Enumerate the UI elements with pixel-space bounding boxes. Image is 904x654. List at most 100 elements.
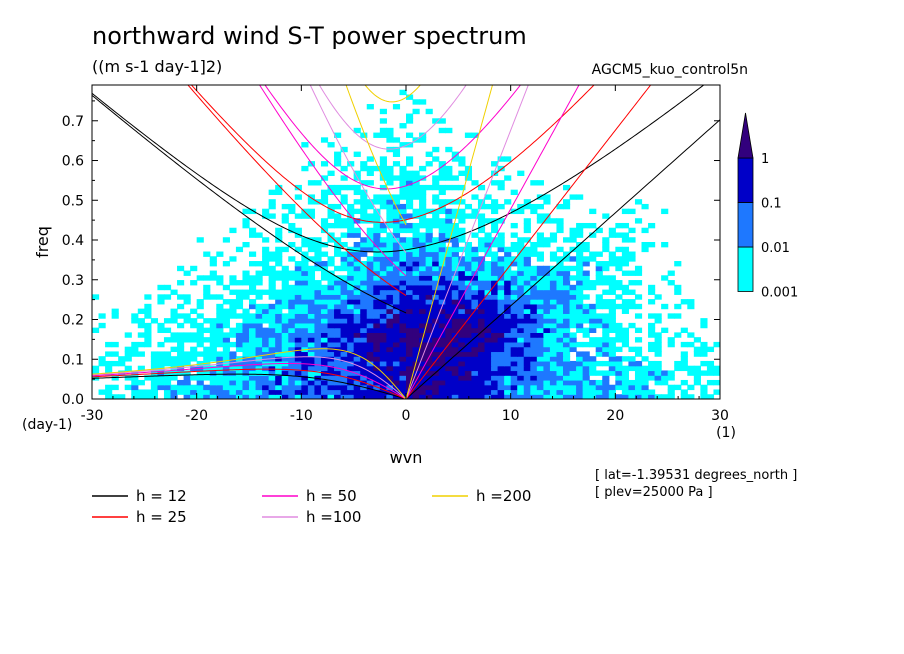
power-cell	[569, 375, 577, 381]
power-cell	[386, 341, 394, 348]
power-cell	[523, 356, 531, 362]
power-cell	[464, 256, 473, 262]
power-cell	[517, 251, 525, 257]
power-cell	[392, 351, 401, 357]
power-cell	[504, 246, 512, 253]
power-cell	[477, 375, 486, 381]
power-cell	[674, 313, 682, 319]
power-cell	[288, 275, 296, 281]
power-cell	[366, 294, 374, 300]
power-cell	[360, 261, 368, 267]
power-cell	[150, 365, 159, 372]
power-cell	[301, 270, 309, 276]
power-cell	[491, 370, 499, 376]
power-cell	[425, 303, 433, 310]
power-cell	[392, 299, 401, 305]
power-cell	[301, 327, 309, 333]
power-cell	[576, 246, 584, 253]
y-tick-label: 0.2	[62, 313, 84, 329]
power-cell	[334, 370, 342, 376]
power-cell	[170, 346, 178, 353]
power-cell	[190, 356, 198, 362]
power-cell	[406, 294, 414, 300]
power-cell	[399, 242, 407, 248]
power-cell	[340, 175, 348, 181]
power-cell	[373, 251, 381, 257]
power-cell	[621, 394, 630, 399]
power-cell	[556, 394, 564, 399]
power-cell	[314, 346, 322, 353]
power-cell	[353, 227, 361, 234]
power-cell	[432, 360, 440, 367]
power-cell	[262, 237, 270, 243]
power-cell	[556, 365, 564, 372]
power-cell	[464, 332, 473, 338]
power-cell	[700, 322, 708, 329]
power-cell	[242, 275, 250, 281]
power-cell	[438, 165, 446, 172]
power-cell	[602, 360, 610, 367]
power-cell	[386, 180, 394, 186]
power-cell	[340, 318, 348, 324]
power-cell	[563, 365, 571, 372]
power-cell	[334, 222, 342, 229]
power-cell	[477, 294, 486, 300]
power-cell	[412, 365, 420, 372]
power-cell	[392, 261, 401, 267]
power-cell	[314, 261, 322, 267]
power-cell	[471, 351, 479, 357]
power-cell	[543, 365, 551, 372]
power-cell	[621, 356, 630, 362]
power-cell	[412, 351, 420, 357]
power-cell	[340, 375, 348, 381]
power-cell	[392, 370, 401, 376]
power-cell	[294, 351, 302, 357]
power-cell	[445, 375, 453, 381]
power-cell	[150, 351, 159, 357]
power-cell	[589, 284, 597, 291]
power-cell	[641, 394, 649, 399]
power-cell	[451, 303, 459, 310]
power-cell	[157, 360, 165, 367]
power-cell	[523, 251, 531, 257]
power-cell	[406, 341, 414, 348]
power-cell	[190, 332, 198, 338]
power-cell	[190, 322, 198, 329]
power-cell	[170, 318, 178, 324]
power-cell	[399, 294, 407, 300]
power-cell	[183, 313, 191, 319]
power-cell	[523, 308, 531, 314]
power-cell	[602, 237, 610, 243]
power-cell	[491, 280, 499, 286]
power-cell	[327, 261, 335, 267]
power-cell	[451, 365, 459, 372]
power-cell	[373, 246, 381, 253]
power-cell	[464, 275, 473, 281]
power-cell	[504, 261, 512, 267]
power-cell	[392, 284, 401, 291]
power-cell	[471, 213, 479, 219]
chart-title: northward wind S-T power spectrum	[92, 22, 527, 50]
power-cell	[360, 208, 368, 215]
power-cell	[392, 232, 401, 238]
power-cell	[301, 284, 309, 291]
power-cell	[484, 294, 492, 300]
power-cell	[262, 379, 270, 386]
power-cell	[608, 370, 616, 376]
power-cell	[438, 294, 446, 300]
power-cell	[353, 384, 361, 391]
power-cell	[392, 104, 401, 110]
power-cell	[556, 261, 564, 267]
power-cell	[536, 180, 544, 186]
power-cell	[255, 270, 263, 276]
power-cell	[445, 256, 453, 262]
power-cell	[281, 337, 289, 343]
power-cell	[556, 379, 564, 386]
power-cell	[563, 184, 571, 191]
power-cell	[183, 384, 191, 391]
power-cell	[353, 365, 361, 372]
power-cell	[412, 375, 420, 381]
power-cell	[249, 284, 257, 291]
power-cell	[144, 294, 152, 300]
power-cell	[445, 360, 453, 367]
